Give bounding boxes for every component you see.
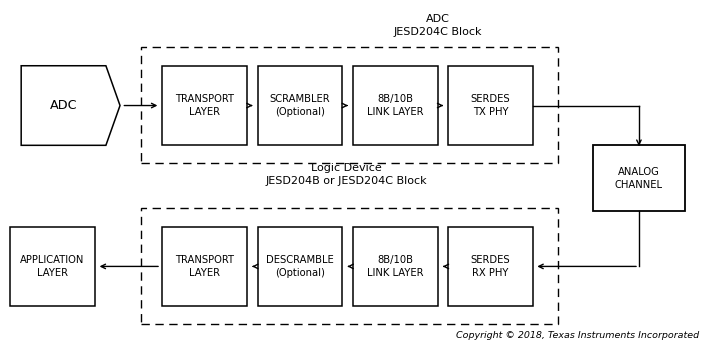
Text: Copyright © 2018, Texas Instruments Incorporated: Copyright © 2018, Texas Instruments Inco… <box>456 331 699 340</box>
Bar <box>258 66 342 145</box>
Bar <box>448 227 533 306</box>
Text: ADC
JESD204C Block: ADC JESD204C Block <box>393 14 482 37</box>
Polygon shape <box>21 66 120 145</box>
Text: SERDES
RX PHY: SERDES RX PHY <box>471 255 510 278</box>
Text: SERDES
TX PHY: SERDES TX PHY <box>471 94 510 117</box>
Text: APPLICATION
LAYER: APPLICATION LAYER <box>20 255 85 278</box>
Bar <box>593 145 685 211</box>
Text: ANALOG
CHANNEL: ANALOG CHANNEL <box>615 166 663 190</box>
Bar <box>162 227 247 306</box>
Bar <box>10 227 95 306</box>
Bar <box>353 66 438 145</box>
Text: DESCRAMBLE
(Optional): DESCRAMBLE (Optional) <box>266 255 334 278</box>
Text: 8B/10B
LINK LAYER: 8B/10B LINK LAYER <box>367 255 424 278</box>
Text: ADC: ADC <box>49 99 78 112</box>
Bar <box>162 66 247 145</box>
Bar <box>258 227 342 306</box>
Bar <box>141 208 558 324</box>
Text: TRANSPORT
LAYER: TRANSPORT LAYER <box>175 94 234 117</box>
Bar <box>448 66 533 145</box>
Text: 8B/10B
LINK LAYER: 8B/10B LINK LAYER <box>367 94 424 117</box>
Bar <box>353 227 438 306</box>
Bar <box>141 47 558 163</box>
Text: Logic Device
JESD204B or JESD204C Block: Logic Device JESD204B or JESD204C Block <box>265 163 426 186</box>
Text: SCRAMBLER
(Optional): SCRAMBLER (Optional) <box>270 94 330 117</box>
Text: TRANSPORT
LAYER: TRANSPORT LAYER <box>175 255 234 278</box>
